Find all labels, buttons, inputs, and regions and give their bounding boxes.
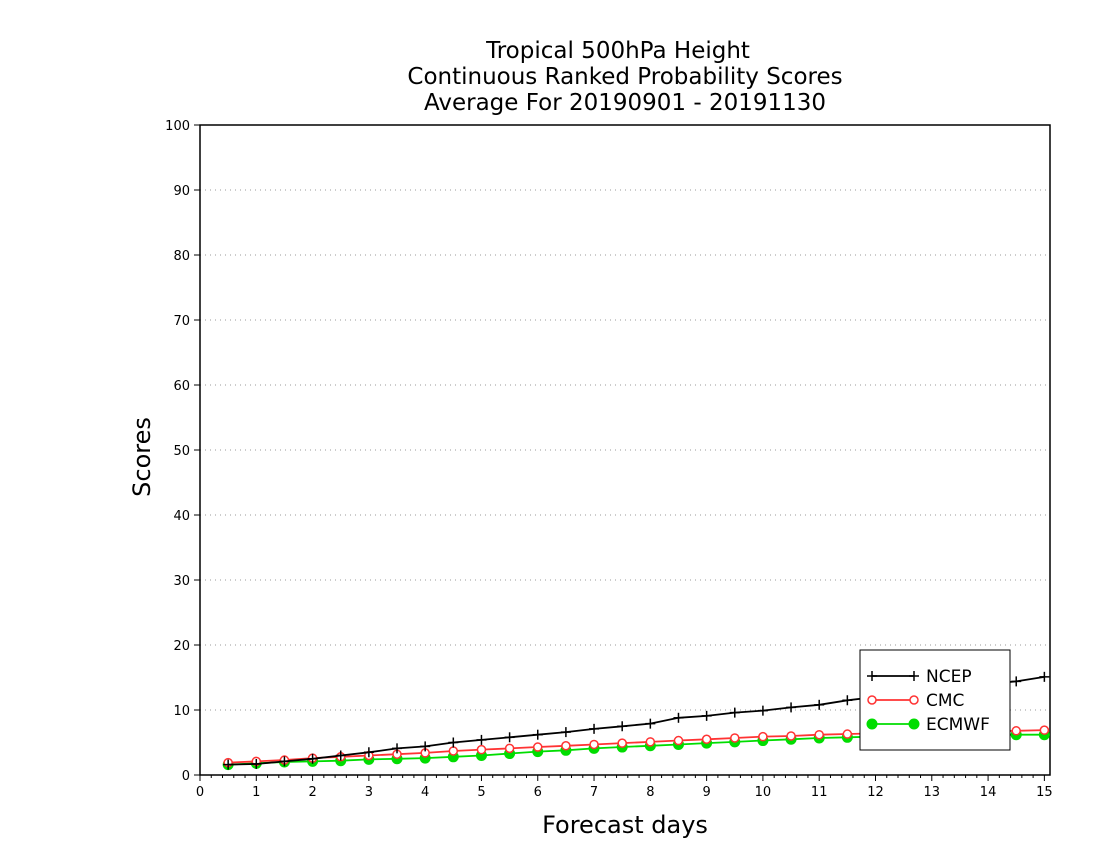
legend-marker [909,695,919,705]
x-tick-label: 3 [365,785,373,800]
data-point-ncep [251,758,262,769]
y-tick-label: 80 [173,249,190,264]
x-tick-label: 7 [590,785,598,800]
legend-label-ecmwf: ECMWF [926,715,990,735]
x-tick-label: 13 [924,785,941,800]
data-point-cmc [730,733,740,743]
data-point-ncep [279,756,290,767]
x-tick-label: 0 [196,785,204,800]
data-point-cmc [758,731,768,742]
x-tick-label: 8 [646,785,654,800]
data-point-cmc [645,737,656,747]
x-tick-label: 9 [702,785,710,800]
y-axis-label: Scores [128,417,156,497]
x-tick-label: 15 [1036,785,1053,800]
data-point-ncep [1011,676,1022,687]
y-tick-label: 40 [173,509,190,524]
data-point-cmc [504,743,515,754]
data-point-cmc [476,744,487,755]
x-tick-label: 10 [755,785,772,800]
data-point-ncep [420,741,431,752]
data-point-ncep [729,707,740,718]
data-point-ncep [645,718,656,729]
data-point-ncep [589,723,600,734]
data-point-ncep [392,743,403,754]
y-tick-label: 50 [173,444,190,459]
data-point-cmc [561,741,571,751]
data-point-ncep [842,695,853,706]
legend-label-cmc: CMC [926,691,964,711]
data-point-cmc [617,738,627,748]
data-point-cmc [448,746,459,756]
y-tick-label: 60 [173,379,190,394]
y-tick-label: 90 [173,184,190,199]
data-point-ncep [814,699,825,710]
data-point-ncep [532,729,543,740]
x-tick-label: 6 [534,785,542,800]
legend-marker [867,695,877,705]
y-tick-label: 70 [173,314,190,329]
legend-marker [866,718,878,730]
x-axis-label: Forecast days [542,811,708,839]
data-point-ncep [786,702,797,713]
data-point-ncep [560,727,571,738]
y-tick-label: 0 [182,769,190,784]
x-tick-label: 4 [421,785,429,800]
x-tick-label: 5 [477,785,485,800]
data-point-cmc [532,742,543,752]
x-tick-label: 11 [811,785,828,800]
data-point-cmc [814,729,824,740]
legend-marker [908,718,920,730]
data-point-ncep [1039,671,1050,682]
data-point-ncep [363,747,374,758]
data-point-ncep [223,759,234,770]
y-tick-label: 30 [173,574,190,589]
y-tick-label: 100 [165,119,190,134]
grid-lines [200,189,1050,711]
chart-title-line-3: Average For 20190901 - 20191130 [424,90,826,116]
data-point-ncep [701,710,712,721]
data-point-cmc [1011,726,1021,736]
data-point-cmc [589,739,599,750]
data-point-cmc [842,729,853,739]
x-tick-label: 14 [980,785,997,800]
x-tick-label: 12 [867,785,884,800]
data-point-ncep [757,705,768,716]
data-point-cmc [673,735,684,746]
x-tick-label: 1 [252,785,260,800]
data-point-ncep [504,732,515,743]
data-point-cmc [786,731,796,741]
data-point-ncep [617,721,628,732]
legend-label-ncep: NCEP [926,667,972,687]
data-point-ncep [335,750,346,761]
data-point-cmc [701,734,712,744]
data-point-ncep [476,734,487,745]
y-tick-label: 20 [173,639,190,654]
legend-item-ecmwf: ECMWF [866,715,990,735]
chart-title-line-2: Continuous Ranked Probability Scores [407,64,842,90]
legend-item-cmc: CMC [867,691,964,711]
data-point-ncep [673,712,684,723]
legend: NCEP CMC ECMWF [859,649,1011,751]
legend-item-ncep: NCEP [867,667,972,687]
chart-title-line-1: Tropical 500hPa Height [485,38,750,64]
x-tick-label: 2 [308,785,316,800]
data-point-ncep [448,737,459,748]
y-tick-label: 10 [173,704,190,719]
data-point-ncep [307,753,318,764]
data-point-cmc [1039,725,1050,735]
